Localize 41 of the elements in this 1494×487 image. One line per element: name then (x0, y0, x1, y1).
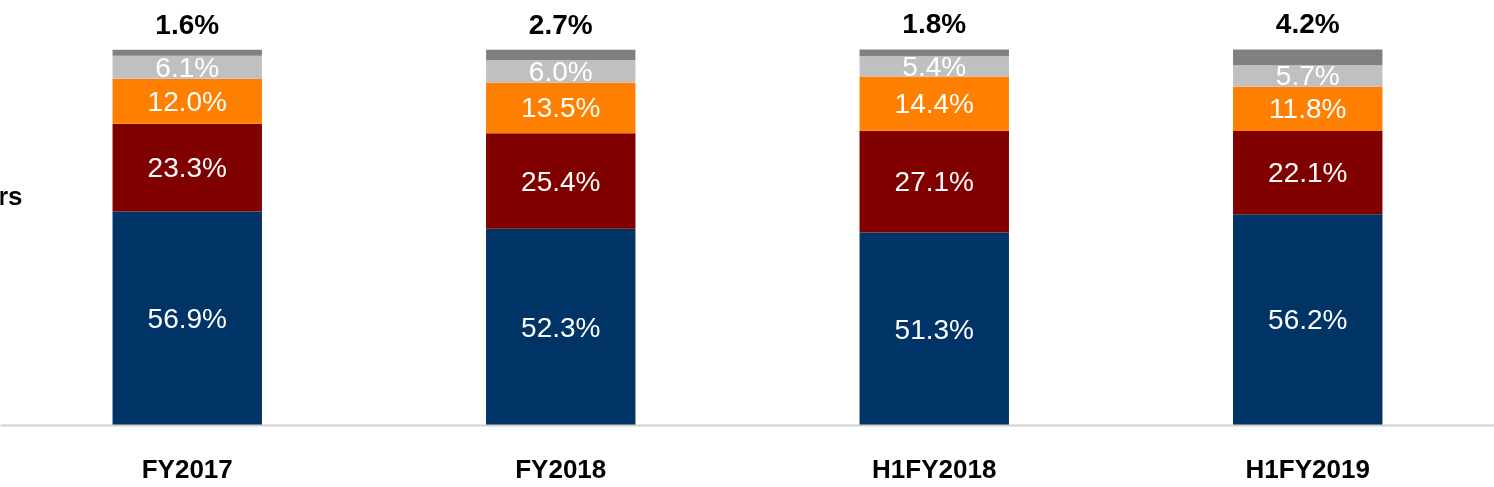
data-label: 52.3% (521, 311, 601, 343)
bar (859, 76, 1009, 131)
data-label: 1.8% (902, 8, 967, 40)
x-tick-label: FY2018 (515, 453, 607, 484)
data-label: 13.5% (521, 92, 601, 124)
data-label: 14.4% (894, 88, 974, 120)
data-label: 23.3% (147, 152, 227, 184)
bar (112, 211, 262, 426)
data-label: 56.9% (147, 303, 227, 334)
bar (1233, 49, 1383, 66)
bar (486, 133, 636, 229)
bar (859, 130, 1009, 233)
data-label: 27.1% (894, 166, 974, 198)
data-label: 4.2% (1275, 8, 1340, 40)
data-label: 11.8% (1269, 93, 1347, 125)
annotation: rs (0, 180, 23, 211)
x-tick-label: H1FY2019 (1245, 453, 1370, 484)
data-label: 1.6% (155, 8, 220, 40)
bar (486, 228, 636, 426)
data-label: 2.7% (528, 8, 593, 40)
data-label: 5.4% (902, 50, 967, 82)
data-label: 22.1% (1268, 157, 1348, 189)
bar (1233, 214, 1383, 426)
data-label: 25.4% (521, 165, 601, 197)
bar (859, 49, 1009, 57)
data-label: 6.1% (155, 51, 220, 83)
bar (859, 232, 1009, 426)
data-label: 6.0% (528, 55, 593, 87)
x-tick-label: FY2017 (141, 453, 233, 484)
data-label: 12.0% (147, 85, 227, 117)
bar (1233, 86, 1383, 132)
bar (486, 82, 636, 134)
data-label: 51.3% (894, 313, 974, 345)
bar (112, 123, 262, 212)
bar (1233, 131, 1383, 215)
bar (112, 49, 262, 56)
bar (486, 49, 636, 60)
bar (112, 78, 262, 124)
data-label: 56.2% (1268, 304, 1348, 336)
x-tick-label: H1FY2018 (872, 453, 997, 484)
data-label: 5.7% (1275, 60, 1340, 92)
